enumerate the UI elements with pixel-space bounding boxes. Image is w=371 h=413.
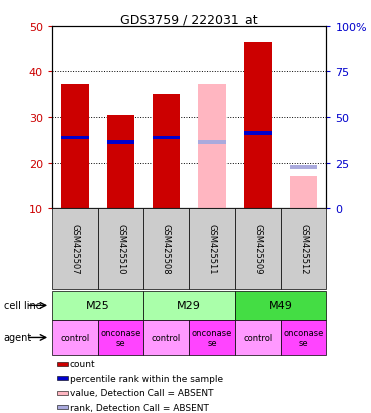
Text: control: control: [243, 333, 272, 342]
Text: onconase
se: onconase se: [192, 328, 232, 347]
Bar: [107, 141, 134, 144]
Text: GSM425508: GSM425508: [162, 223, 171, 274]
Text: GSM425507: GSM425507: [70, 223, 79, 274]
Text: onconase
se: onconase se: [283, 328, 324, 347]
Bar: [58, 406, 68, 409]
Bar: [290, 166, 317, 169]
Bar: [107, 115, 134, 209]
Bar: [144, 291, 235, 320]
Text: value, Detection Call = ABSENT: value, Detection Call = ABSENT: [70, 389, 213, 397]
Text: M25: M25: [86, 301, 109, 311]
Bar: [290, 177, 317, 209]
Title: GDS3759 / 222031_at: GDS3759 / 222031_at: [121, 13, 258, 26]
Bar: [152, 137, 180, 140]
Text: GSM425511: GSM425511: [208, 224, 217, 274]
Bar: [144, 209, 189, 289]
Bar: [52, 209, 98, 289]
Text: M49: M49: [269, 301, 293, 311]
Bar: [58, 362, 68, 366]
Bar: [144, 320, 189, 355]
Text: control: control: [60, 333, 89, 342]
Bar: [244, 132, 272, 135]
Text: percentile rank within the sample: percentile rank within the sample: [70, 374, 223, 383]
Bar: [235, 320, 281, 355]
Bar: [98, 320, 144, 355]
Text: GSM425509: GSM425509: [253, 224, 262, 274]
Bar: [281, 209, 326, 289]
Bar: [189, 209, 235, 289]
Bar: [61, 85, 89, 209]
Bar: [52, 291, 144, 320]
Bar: [61, 137, 89, 140]
Bar: [189, 320, 235, 355]
Bar: [58, 391, 68, 395]
Text: GSM425510: GSM425510: [116, 224, 125, 274]
Bar: [52, 320, 98, 355]
Text: cell line: cell line: [4, 301, 42, 311]
Text: onconase
se: onconase se: [101, 328, 141, 347]
Bar: [281, 320, 326, 355]
Bar: [244, 43, 272, 209]
Text: M29: M29: [177, 301, 201, 311]
Text: agent: agent: [4, 332, 32, 343]
Text: GSM425512: GSM425512: [299, 224, 308, 274]
Bar: [152, 95, 180, 209]
Bar: [235, 291, 326, 320]
Bar: [198, 85, 226, 209]
Text: control: control: [152, 333, 181, 342]
Bar: [98, 209, 144, 289]
Bar: [235, 209, 281, 289]
Text: count: count: [70, 359, 96, 368]
Text: rank, Detection Call = ABSENT: rank, Detection Call = ABSENT: [70, 403, 209, 412]
Bar: [58, 377, 68, 380]
Bar: [198, 141, 226, 144]
